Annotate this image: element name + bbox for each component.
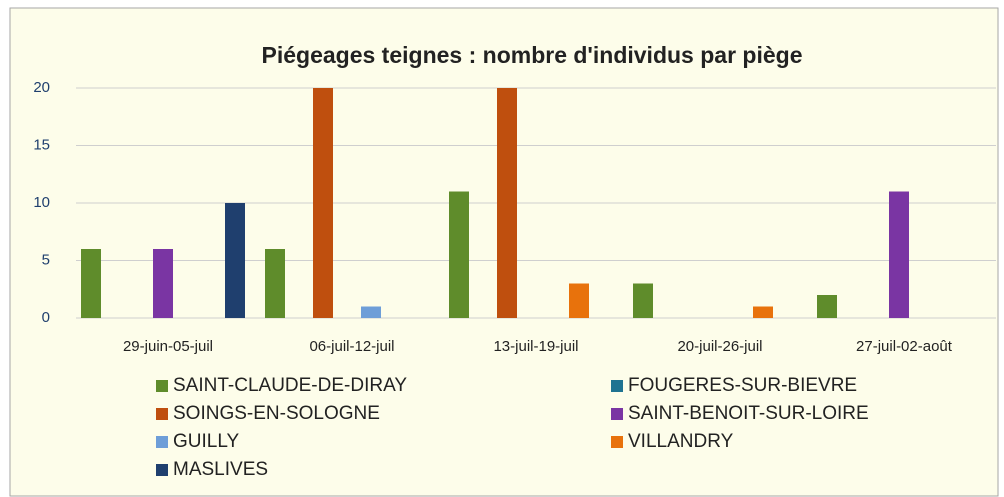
- legend-swatch: [156, 380, 168, 392]
- x-tick-label: 20-juil-26-juil: [677, 338, 762, 355]
- x-tick-label: 13-juil-19-juil: [493, 338, 578, 355]
- bar: [753, 306, 773, 318]
- legend-label: GUILLY: [173, 431, 240, 452]
- y-tick-label: 0: [42, 309, 50, 326]
- legend-label: SAINT-BENOIT-SUR-LOIRE: [628, 403, 869, 424]
- legend-swatch: [611, 436, 623, 448]
- bar: [633, 283, 653, 318]
- y-tick-label: 5: [42, 251, 50, 268]
- bar: [497, 88, 517, 318]
- y-tick-label: 10: [33, 194, 50, 211]
- y-tick-label: 15: [33, 136, 50, 153]
- legend-swatch: [156, 408, 168, 420]
- x-tick-label: 29-juin-05-juil: [123, 338, 213, 355]
- bar: [817, 295, 837, 318]
- legend-label: SAINT-CLAUDE-DE-DIRAY: [173, 375, 407, 396]
- bar: [889, 191, 909, 318]
- bar: [225, 203, 245, 318]
- bar: [361, 306, 381, 318]
- bar: [313, 88, 333, 318]
- y-tick-label: 20: [33, 79, 50, 96]
- x-tick-label: 06-juil-12-juil: [309, 338, 394, 355]
- legend-swatch: [611, 380, 623, 392]
- legend-swatch: [156, 436, 168, 448]
- legend-label: FOUGERES-SUR-BIEVRE: [628, 375, 857, 396]
- bar: [449, 191, 469, 318]
- bar: [81, 249, 101, 318]
- legend-label: MASLIVES: [173, 459, 268, 480]
- bar: [153, 249, 173, 318]
- legend-label: VILLANDRY: [628, 431, 734, 452]
- legend-swatch: [611, 408, 623, 420]
- bar: [569, 283, 589, 318]
- bar: [265, 249, 285, 318]
- legend-label: SOINGS-EN-SOLOGNE: [173, 403, 380, 424]
- legend-swatch: [156, 464, 168, 476]
- x-tick-label: 27-juil-02-août: [856, 338, 953, 355]
- chart-title: Piégeages teignes : nombre d'individus p…: [262, 42, 803, 68]
